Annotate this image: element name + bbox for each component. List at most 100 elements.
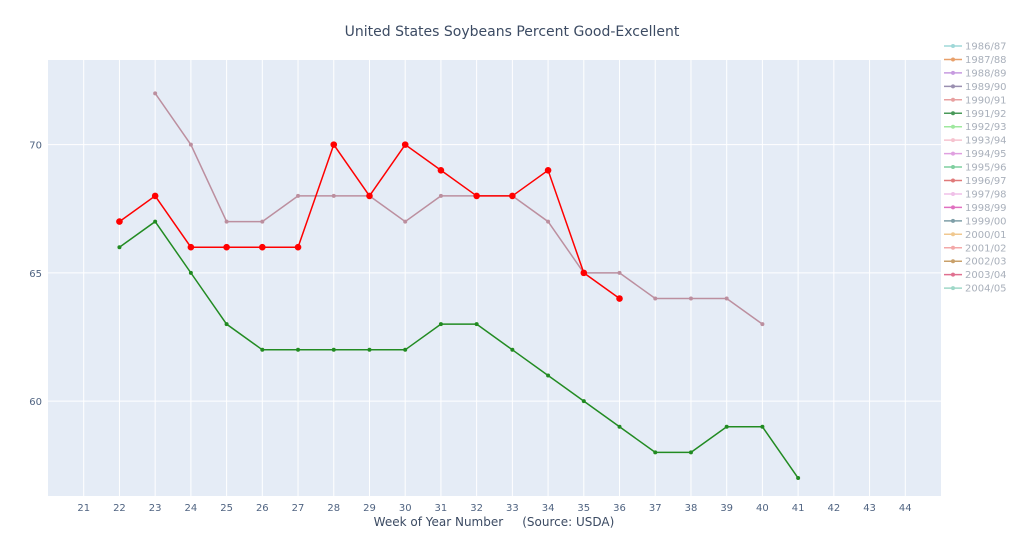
data-point bbox=[331, 193, 336, 198]
legend-item[interactable]: 1999/00 bbox=[944, 216, 1007, 227]
legend-label: 2000/01 bbox=[965, 230, 1007, 241]
data-point bbox=[330, 141, 338, 148]
legend-item[interactable]: 1996/97 bbox=[944, 176, 1007, 187]
data-point bbox=[617, 270, 622, 275]
x-tick-label: 43 bbox=[863, 503, 876, 514]
legend-item[interactable]: 1986/87 bbox=[944, 42, 1007, 53]
legend-label: 2002/03 bbox=[965, 257, 1007, 268]
data-point bbox=[581, 399, 586, 404]
data-point bbox=[437, 166, 445, 174]
legend-swatch-marker bbox=[951, 178, 955, 183]
data-point bbox=[403, 347, 408, 352]
data-point bbox=[473, 192, 480, 200]
legend-item[interactable]: 1989/90 bbox=[944, 82, 1007, 93]
data-point bbox=[187, 243, 195, 251]
legend-swatch-marker bbox=[951, 57, 955, 62]
data-point bbox=[188, 142, 193, 147]
legend-item[interactable]: 1998/99 bbox=[944, 203, 1007, 214]
x-tick-label: 28 bbox=[327, 503, 340, 514]
y-tick-label: 60 bbox=[29, 397, 42, 408]
legend-swatch-marker bbox=[951, 84, 955, 89]
legend-label: 2003/04 bbox=[965, 270, 1007, 281]
x-tick-label: 26 bbox=[256, 503, 269, 514]
data-series bbox=[116, 91, 801, 481]
legend-item[interactable]: 2004/05 bbox=[944, 284, 1007, 295]
data-point bbox=[653, 296, 658, 301]
data-point bbox=[331, 347, 336, 352]
data-point bbox=[151, 192, 159, 200]
x-tick-label: 42 bbox=[827, 503, 840, 514]
legend-item[interactable]: 1992/93 bbox=[944, 122, 1007, 133]
series-line bbox=[119, 220, 799, 479]
x-axis-title: Week of Year Number (Source: USDA) bbox=[374, 515, 615, 529]
data-point bbox=[544, 166, 552, 174]
legend-item[interactable]: 2003/04 bbox=[944, 270, 1007, 281]
data-point bbox=[688, 450, 693, 455]
data-point bbox=[153, 219, 158, 224]
legend-label: 1994/95 bbox=[965, 149, 1007, 160]
legend-label: 1998/99 bbox=[965, 203, 1007, 214]
data-point bbox=[260, 219, 265, 224]
legend-item[interactable]: 1995/96 bbox=[944, 163, 1007, 174]
plot-area bbox=[48, 60, 941, 496]
legend-item[interactable]: 1991/92 bbox=[944, 109, 1007, 120]
legend-item[interactable]: 1987/88 bbox=[944, 55, 1007, 66]
legend-swatch-marker bbox=[951, 138, 955, 143]
legend-label: 1999/00 bbox=[965, 216, 1007, 227]
y-tick-label: 70 bbox=[29, 141, 42, 152]
data-point bbox=[403, 219, 408, 224]
data-point bbox=[546, 373, 551, 378]
legend-item[interactable]: 1994/95 bbox=[944, 149, 1007, 160]
legend-label: 1988/89 bbox=[965, 68, 1007, 79]
legend-swatch-marker bbox=[951, 44, 955, 48]
data-point bbox=[616, 295, 623, 302]
legend-item[interactable]: 1993/94 bbox=[944, 136, 1007, 147]
x-tick-label: 25 bbox=[220, 503, 233, 514]
legend-item[interactable]: 1990/91 bbox=[944, 95, 1007, 106]
legend-item[interactable]: 2000/01 bbox=[944, 230, 1007, 241]
legend-swatch-marker bbox=[951, 70, 955, 75]
data-point bbox=[116, 218, 123, 225]
data-point bbox=[438, 322, 443, 327]
data-point bbox=[617, 424, 622, 429]
legend-swatch-marker bbox=[951, 124, 955, 129]
data-point bbox=[580, 269, 588, 277]
legend-label: 1996/97 bbox=[965, 176, 1007, 187]
x-axis-ticks: 21 22 23 24 25 26 27 28 29 30 31 32 33 34 35 36 37 38 39 40… bbox=[77, 503, 911, 514]
x-tick-label: 32 bbox=[470, 503, 483, 514]
data-point bbox=[294, 243, 302, 251]
data-point bbox=[509, 192, 516, 200]
legend[interactable]: 1986/87 1987/88 1988/89 1989/90 1990/91 1991/… bbox=[944, 42, 1007, 295]
data-point bbox=[296, 193, 301, 198]
legend-swatch-marker bbox=[951, 286, 955, 291]
legend-item[interactable]: 2001/02 bbox=[944, 243, 1007, 254]
data-point bbox=[367, 347, 372, 352]
legend-label: 1997/98 bbox=[965, 189, 1007, 200]
x-tick-label: 36 bbox=[613, 503, 626, 514]
legend-swatch-marker bbox=[951, 272, 955, 277]
data-point bbox=[760, 424, 765, 429]
data-point bbox=[760, 322, 765, 327]
legend-label: 1989/90 bbox=[965, 82, 1007, 93]
x-tick-label: 34 bbox=[542, 503, 555, 514]
data-point bbox=[259, 243, 266, 251]
x-tick-label: 35 bbox=[577, 503, 590, 514]
series-line bbox=[154, 92, 763, 325]
data-point bbox=[296, 347, 301, 352]
data-point bbox=[688, 296, 693, 301]
legend-item[interactable]: 1988/89 bbox=[944, 68, 1007, 79]
legend-swatch-marker bbox=[951, 151, 955, 156]
data-point bbox=[474, 322, 479, 327]
data-point bbox=[796, 476, 801, 481]
legend-swatch-marker bbox=[951, 191, 955, 196]
legend-item[interactable]: 2002/03 bbox=[944, 257, 1007, 268]
legend-swatch-marker bbox=[951, 111, 955, 116]
data-point bbox=[224, 219, 229, 224]
x-tick-label: 39 bbox=[720, 503, 733, 514]
data-point bbox=[188, 270, 193, 275]
x-tick-label: 41 bbox=[792, 503, 805, 514]
x-tick-label: 24 bbox=[185, 503, 198, 514]
legend-item[interactable]: 1997/98 bbox=[944, 189, 1007, 200]
data-point bbox=[724, 424, 729, 429]
